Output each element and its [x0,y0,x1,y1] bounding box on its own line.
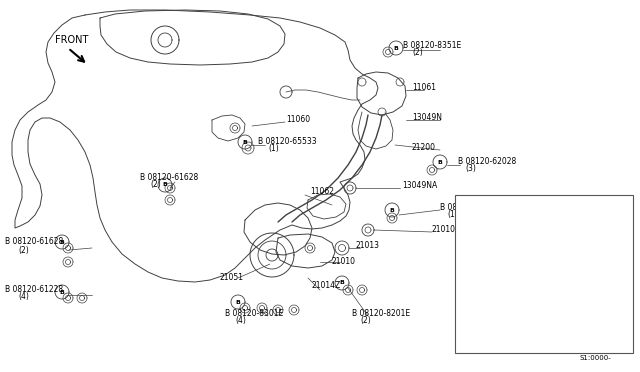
Bar [455,195,633,353]
Text: B: B [236,299,241,305]
Text: 11061: 11061 [412,83,436,93]
Text: B 08120-8161E: B 08120-8161E [440,202,498,212]
Text: (1): (1) [268,144,279,154]
Text: B: B [390,208,394,212]
Text: (2): (2) [412,48,423,58]
Text: B: B [394,45,399,51]
Text: B 08120-61628: B 08120-61628 [140,173,198,183]
Text: 21013: 21013 [355,241,379,250]
Text: B 08120-8201E: B 08120-8201E [352,310,410,318]
Text: B: B [340,280,344,285]
Text: B 08120-61228: B 08120-61228 [5,285,63,295]
Text: (2): (2) [150,180,161,189]
Text: 13049NA: 13049NA [402,180,437,189]
Text: (2): (2) [18,246,29,254]
Text: B 08120-8351E: B 08120-8351E [403,42,461,51]
Text: INTAKE MANIFOLD: INTAKE MANIFOLD [468,201,545,209]
Text: (4): (4) [18,292,29,301]
Text: 21014Z: 21014Z [312,280,341,289]
Text: 21010: 21010 [332,257,356,266]
Text: B: B [163,183,168,187]
Text: 22630: 22630 [550,321,574,330]
Text: B: B [60,240,65,244]
Text: (1): (1) [447,209,458,218]
Text: 11062: 11062 [310,187,334,196]
Text: 21200: 21200 [412,144,436,153]
Text: (3): (3) [465,164,476,173]
Text: (4): (4) [235,317,246,326]
Text: 21010H: 21010H [432,225,461,234]
Text: 11060: 11060 [286,115,310,125]
Text: B 08120-65533: B 08120-65533 [258,138,317,147]
Text: B: B [243,140,248,144]
Text: S1:0000-: S1:0000- [580,355,612,361]
Text: (2): (2) [360,317,371,326]
Text: B: B [60,289,65,295]
Text: 13049N: 13049N [412,113,442,122]
Text: B 08120-8301E: B 08120-8301E [225,310,284,318]
Text: FRONT: FRONT [55,35,88,45]
Text: B: B [438,160,442,164]
Text: B 08120-62028: B 08120-62028 [458,157,516,167]
Text: B 08120-61628: B 08120-61628 [5,237,63,247]
Text: 21051: 21051 [220,273,244,282]
